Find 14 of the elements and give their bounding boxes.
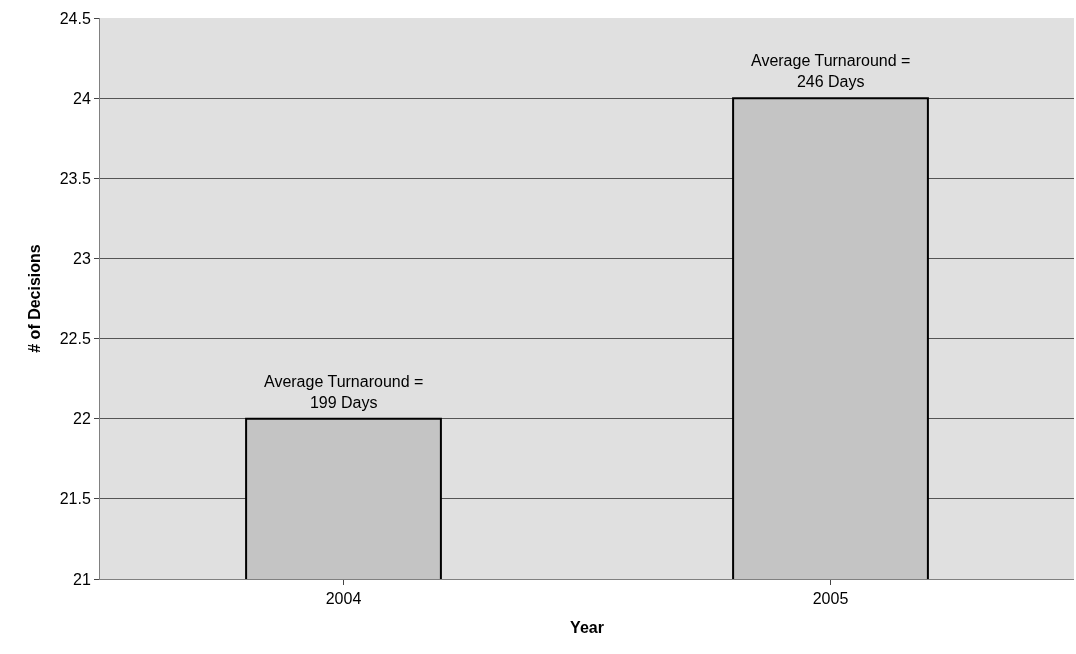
- annotation: Average Turnaround = 246 Days: [751, 52, 911, 90]
- x-tick-label: 2004: [325, 590, 362, 608]
- x-axis-title: Year: [570, 618, 604, 636]
- y-tick-label: 21: [73, 570, 91, 588]
- y-tick-label: 22.5: [59, 330, 91, 348]
- y-tick-label: 24.5: [59, 9, 91, 27]
- y-tick-label: 24: [73, 89, 91, 107]
- y-tick-label: 22: [73, 410, 91, 428]
- y-tick-label: 21.5: [59, 490, 91, 508]
- y-tick-label: 23: [73, 250, 91, 268]
- x-tick-label: 2005: [812, 590, 849, 608]
- y-tick-label: 23.5: [59, 169, 91, 187]
- y-axis-title: # of Decisions: [25, 244, 43, 353]
- annotation: Average Turnaround = 199 Days: [264, 373, 424, 411]
